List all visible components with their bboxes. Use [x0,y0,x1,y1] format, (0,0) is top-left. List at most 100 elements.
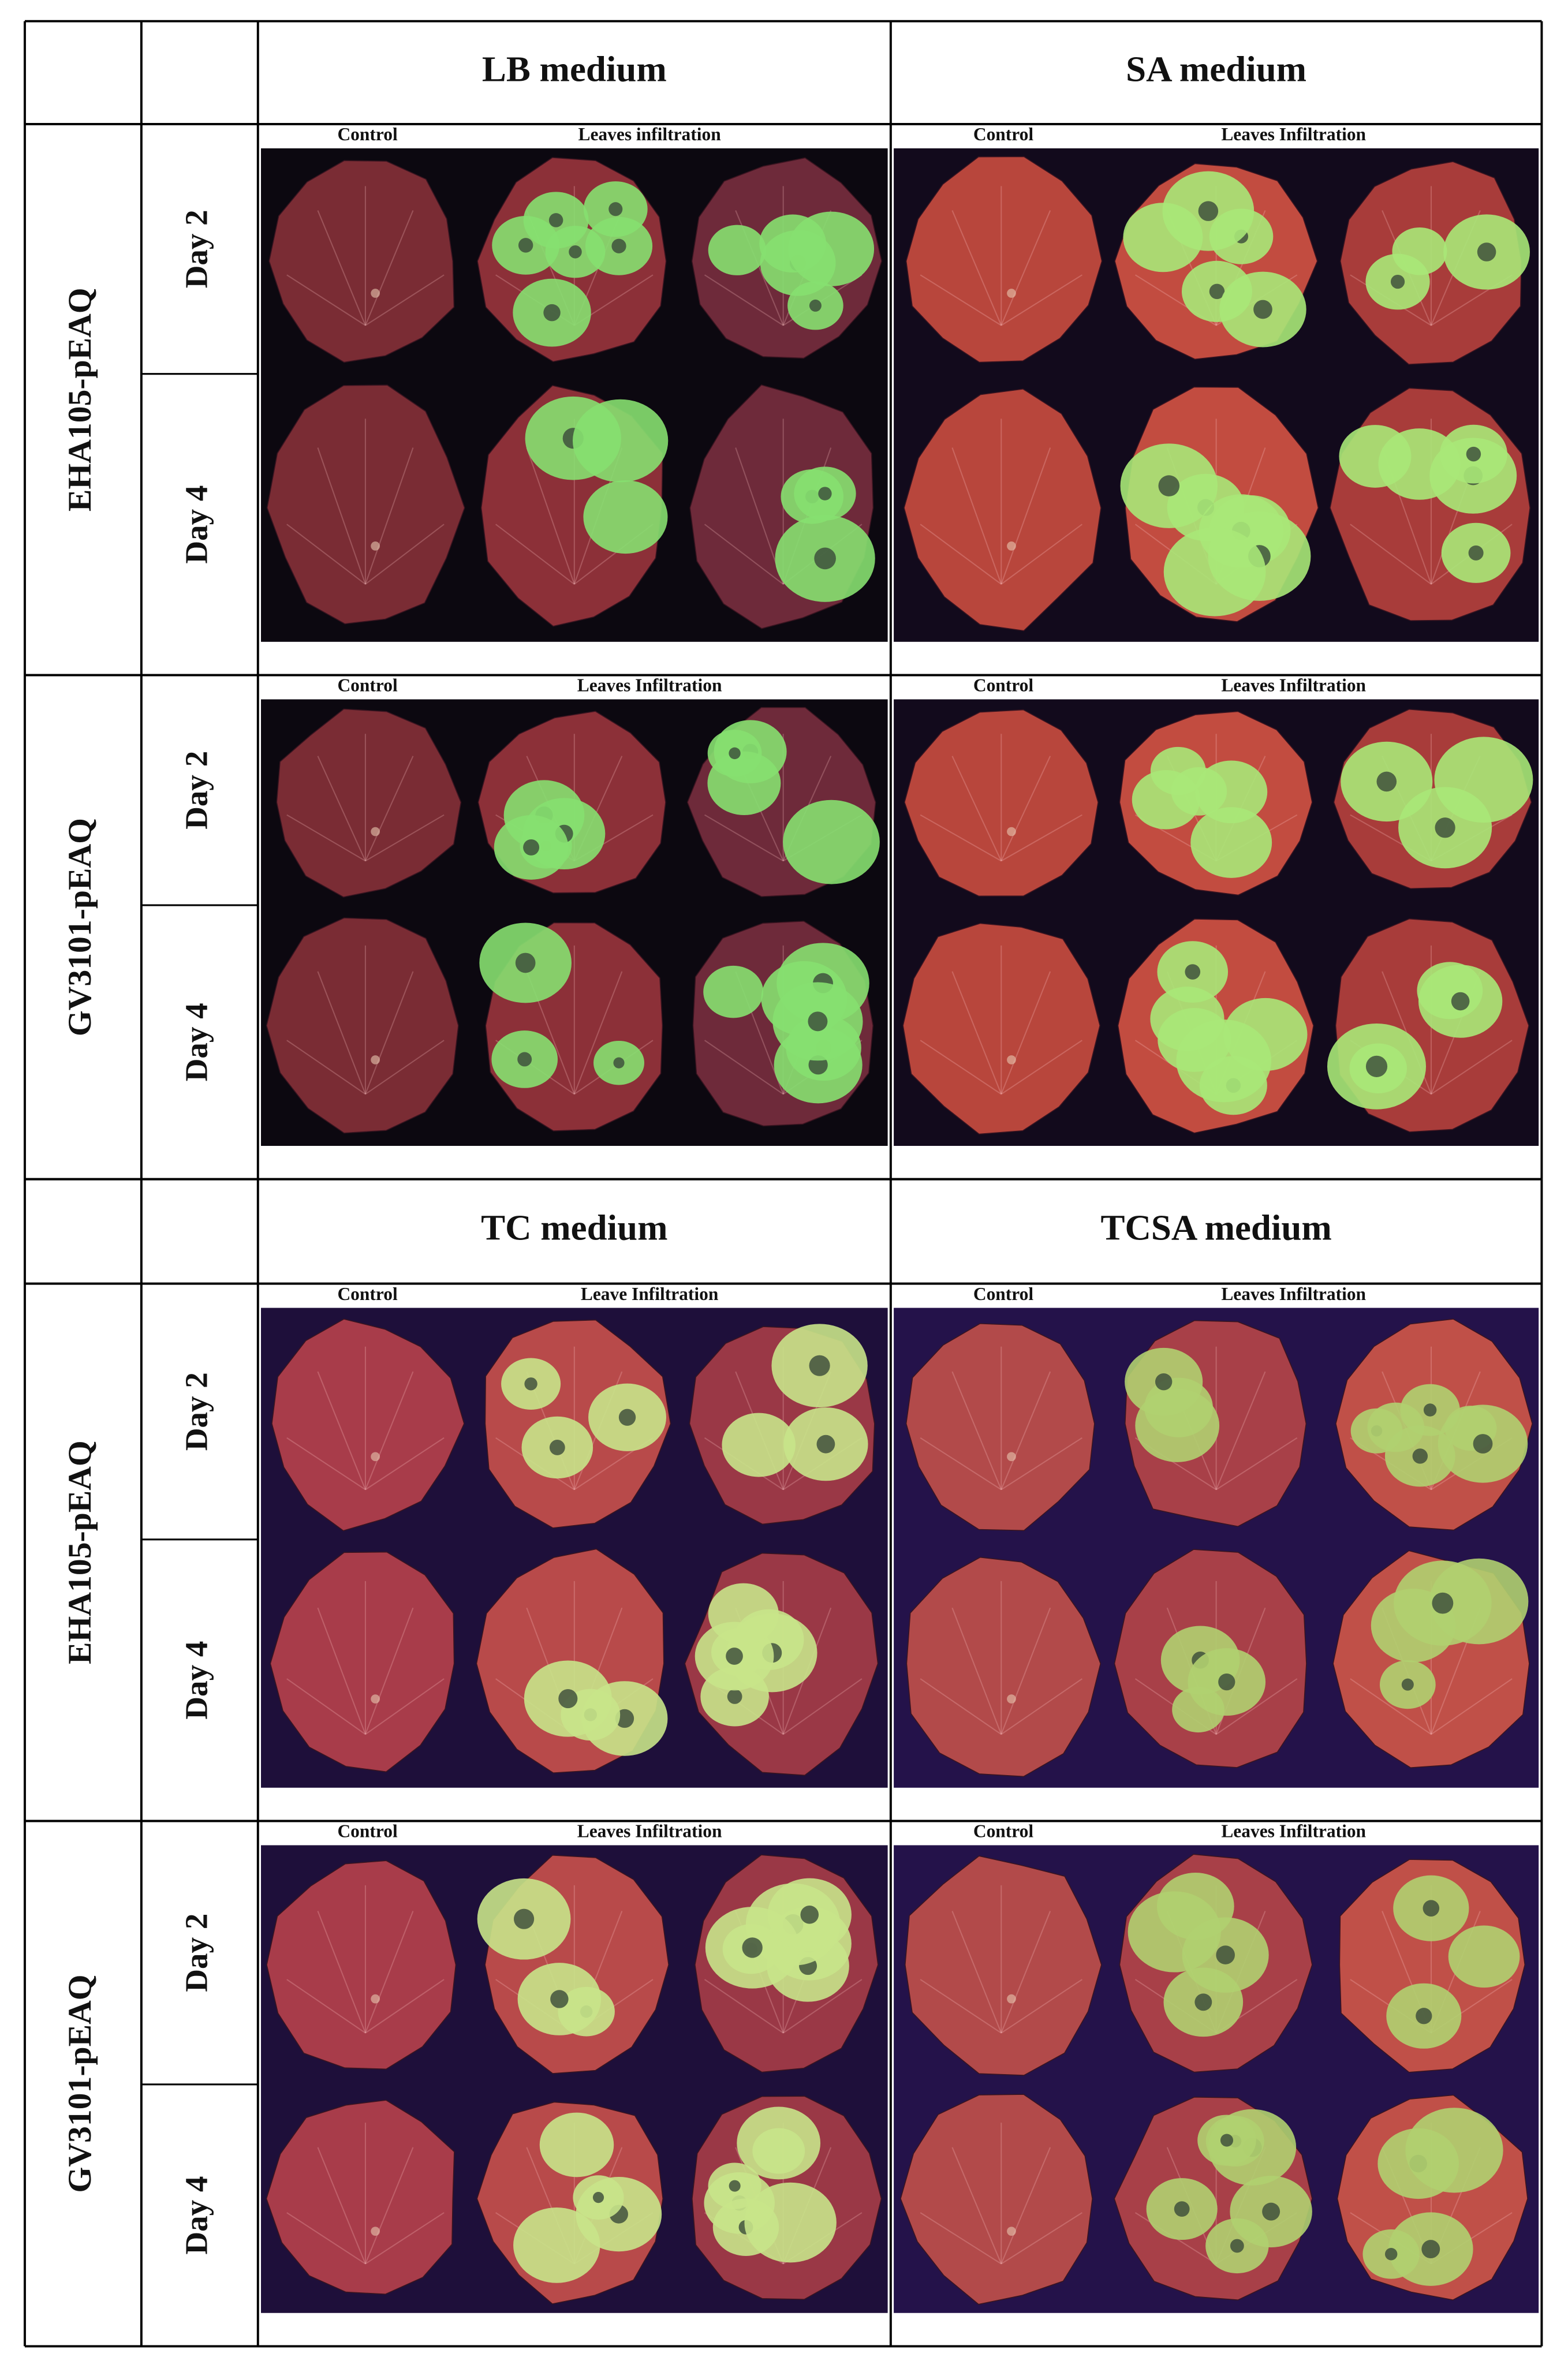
fluorescent-patch [1190,807,1272,878]
infiltrated-leaf [1339,1859,1526,2073]
leaf-vein [1000,1911,1051,2034]
control-label: Control [973,124,1034,144]
leaf-blade [266,384,465,625]
infiltration-spot [1155,1373,1173,1391]
infiltrated-leaf [484,1319,671,1529]
infiltration-spot [1365,1055,1388,1077]
leaf-vein [1000,2147,1051,2265]
spot [1007,1994,1016,2004]
leaf-vein [1000,1678,1083,1735]
leaf-vein [951,210,1002,326]
leaf-vein [951,971,1002,1095]
infiltration-spot [613,1057,625,1069]
leaf-vein [364,447,414,585]
spot [371,541,380,551]
infiltrated-leaf [1119,1854,1313,2073]
leaf-vein [704,814,784,862]
leaf-vein [704,1040,784,1095]
leaf-vein [920,1678,1002,1735]
infiltration-spot [548,213,563,227]
leaf-vein [317,1607,366,1735]
infiltration-spot [1416,2008,1432,2024]
control-leaf [266,1860,457,2070]
infiltration-spot [1185,964,1201,980]
infiltration-spot [727,1689,742,1704]
leaf-vein [364,2147,414,2265]
leaf-vein [317,1911,366,2034]
leaf-vein [317,756,366,861]
infiltration-spot [1209,283,1225,300]
infiltration-spot [515,952,536,973]
leaf-blade [268,160,455,363]
leaf-vein [951,1911,1002,2034]
leaf-vein [1000,756,1051,861]
leaf-vein [365,524,445,585]
leaf-vein [1000,274,1082,326]
leaf-vein [286,274,366,326]
spot [1007,1452,1016,1462]
leaf-vein [1350,524,1432,585]
control-leaf [900,2094,1093,2305]
leaf-blade [906,1556,1102,1777]
leaf-vein [286,1040,366,1095]
control-label: Control [973,1821,1034,1841]
infiltrated-leaf [477,157,667,363]
infiltration-spot [1412,1448,1428,1464]
leaf-vein [286,1979,366,2034]
infiltration-spot [808,1011,828,1032]
control-leaf [276,708,462,898]
spot [371,2227,380,2236]
infiltration-spot [818,487,832,500]
infiltration-spot [1423,1403,1437,1417]
infiltration-label: Leaves Infiltration [577,1821,722,1841]
leaf-vein [317,210,366,326]
leaf-blade [276,708,462,898]
infiltrated-leaf [689,1324,875,1525]
leaf-vein [364,1911,414,2034]
infiltration-spot [742,1937,763,1958]
leaf-vein [286,524,366,585]
infiltration-spot [1384,2248,1398,2261]
infiltration-spot [800,1906,819,1924]
infiltrated-leaf [476,2101,664,2304]
infiltration-spot [611,238,626,253]
leaf-vein [365,756,414,861]
infiltration-spot [1262,2202,1280,2221]
infiltrated-leaf [1124,1320,1307,1527]
strain-label: GV3101-pEAQ [62,1974,98,2192]
control-label: Control [973,675,1034,696]
fluorescent-patch [1405,2108,1503,2193]
leaf-vein [920,274,1002,326]
infiltration-spot [1218,1673,1235,1691]
fluorescent-patch [759,214,826,273]
day-label: Day 4 [178,1003,214,1081]
medium-header: LB medium [482,48,667,89]
leaf-vein [920,1437,1002,1491]
infiltrated-leaf [477,711,666,894]
infiltration-spot [549,1440,565,1455]
spot [1007,289,1016,298]
infiltration-spot [1220,2134,1234,2147]
leaf-vein [1000,210,1051,326]
infiltrated-leaf [1332,1550,1530,1769]
day-label: Day 4 [178,2176,214,2255]
infiltration-spot [1401,1678,1414,1691]
leaf-vein [951,1371,1002,1490]
infiltration-spot [1198,201,1219,221]
infiltration-spot [1174,2201,1190,2217]
infiltration-spot [809,1355,830,1376]
leaf-vein [317,447,366,585]
day-label: Day 2 [178,210,214,288]
leaf-vein [951,756,1002,861]
control-label: Control [337,675,398,696]
control-label: Control [337,124,398,144]
infiltrated-leaf [692,921,873,1127]
infiltration-spot [1477,242,1496,262]
strain-label: EHA105-pEAQ [62,1440,98,1664]
leaf-vein [1215,1371,1266,1490]
medium-header: TC medium [481,1208,667,1248]
infiltrated-leaf [1336,2094,1528,2301]
fluorescent-patch [744,2182,837,2263]
leaf-vein [365,1437,445,1491]
